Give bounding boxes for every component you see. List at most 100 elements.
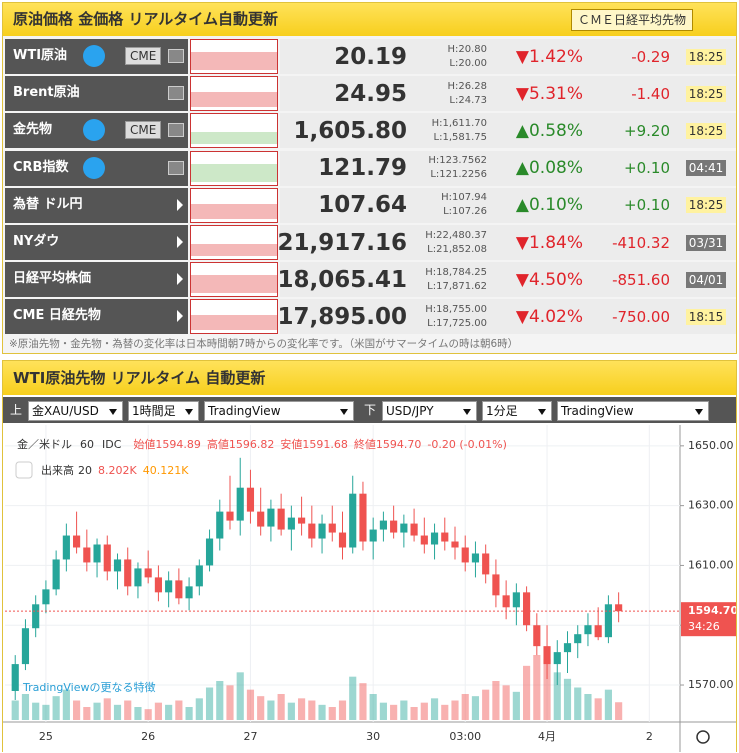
chart-bg [3, 425, 736, 752]
candle-body [124, 559, 132, 587]
volume-bar [124, 700, 132, 720]
dropdown-arrow [463, 409, 471, 415]
low: L:121.2256 [430, 169, 487, 181]
promo-link[interactable]: TradingViewの更なる特徴 [22, 680, 155, 694]
volume-bar [349, 676, 357, 720]
volume-bar [257, 696, 265, 720]
volume-bar [103, 698, 111, 720]
price-cell: 18,065.41 [278, 262, 413, 298]
candle-body [287, 517, 295, 530]
candle-chart: 1570.001590.001610.001630.001650.0025262… [3, 425, 736, 752]
twitter-icon[interactable] [83, 45, 105, 67]
y-tick-label: 1610.00 [688, 558, 734, 571]
candle-body [246, 487, 255, 512]
volume-bar [533, 655, 541, 720]
hl-cell: H:20.80 L:20.00 [413, 39, 491, 74]
twitter-icon[interactable] [83, 119, 105, 142]
candle-body [298, 517, 306, 524]
volume-bar [175, 700, 183, 720]
change: -1.40 [631, 84, 670, 103]
toolbar-select[interactable]: TradingView [557, 401, 709, 421]
candle-body [338, 532, 347, 548]
volume-bar [236, 672, 244, 720]
change-pct: ▲0.08% [515, 158, 583, 179]
chart-icon[interactable] [168, 160, 184, 175]
row-name: 日経平均株価 [5, 262, 188, 298]
dropdown-arrow [538, 409, 546, 415]
x-tick-label: 25 [39, 730, 53, 743]
change: +0.10 [624, 159, 670, 178]
time: 18:25 [685, 197, 727, 214]
volume-bar [308, 700, 316, 720]
volume-period: 20 [78, 464, 92, 477]
chart-icon[interactable] [168, 86, 184, 101]
toolbar-text: 上 [9, 403, 22, 417]
legend: 金／米ドル 60 IDC 始値1594.89 高値1596.82 安値1591.68 終値1… [17, 437, 507, 451]
time: 18:15 [685, 308, 727, 325]
candle-body [318, 523, 326, 539]
arrow-icon[interactable] [177, 236, 183, 248]
arrow-icon[interactable] [177, 273, 183, 286]
countdown: 34:26 [688, 620, 720, 633]
time: 04/01 [685, 271, 727, 288]
candle-body [512, 592, 520, 608]
change-cell: +0.10 [589, 150, 676, 186]
note: ※原油先物・金先物・為替の変化率は日本時間朝7時からの変化率です。（米国がサマー… [9, 338, 519, 350]
toolbar-select[interactable]: TradingView [204, 401, 354, 421]
candle-body [461, 547, 469, 563]
high: H:18,784.25 [425, 266, 487, 278]
candle-body [93, 544, 101, 563]
toolbar-text: 1分足 [486, 404, 518, 418]
pct-cell: ▲0.08% [491, 150, 589, 186]
high: H:20.80 [447, 43, 487, 55]
row-name: 金先物 CME [5, 113, 188, 149]
change-cell: +0.10 [589, 187, 676, 223]
toolbar-select[interactable]: USD/JPY [382, 401, 477, 421]
candle-body [615, 604, 623, 612]
collapse-button[interactable] [15, 461, 33, 479]
toolbar-select[interactable]: 1時間足 [128, 401, 199, 421]
toolbar-select[interactable]: 金XAU/USD [28, 401, 123, 421]
candle-body [430, 532, 439, 545]
x-tick-label: 2 [646, 730, 653, 743]
volume-bar [21, 694, 30, 720]
hl-cell: H:18,755.00 L:17,725.00 [413, 299, 491, 335]
last-price-box [681, 602, 736, 637]
candle-body [308, 523, 316, 539]
candle-body [471, 553, 480, 563]
name-text: CRB指数 [13, 159, 69, 175]
low: L:107.26 [443, 206, 487, 218]
change-pct: ▼4.50% [515, 269, 583, 290]
candle-body [553, 652, 561, 665]
volume-bar [390, 704, 398, 720]
y-tick-label: 1630.00 [688, 499, 734, 512]
volume-bar [195, 698, 203, 720]
toolbar-select[interactable]: 1分足 [482, 401, 552, 421]
arrow-icon[interactable] [177, 198, 183, 211]
volume-bar [400, 700, 408, 720]
change: -410.32 [612, 233, 670, 252]
volume-bar [277, 694, 285, 720]
legend-ohlc: 高値1596.82 [207, 437, 275, 451]
pct-cell: ▼5.31% [491, 76, 589, 112]
candle-body [410, 523, 418, 536]
y-tick-label: 1570.00 [688, 678, 734, 691]
price: 17,895.00 [277, 303, 408, 330]
row-name: WTI原油 CME [5, 39, 188, 74]
settings-icon[interactable] [696, 730, 710, 744]
legend-change: -0.20 (-0.01%) [427, 438, 506, 451]
candle-body [574, 634, 582, 644]
volume-bar [216, 681, 224, 720]
high: H:22,480.37 [425, 229, 487, 241]
candle-body [441, 532, 449, 542]
time: 04:41 [685, 160, 727, 177]
x-tick-label: 03:00 [449, 730, 481, 743]
chart-icon[interactable] [168, 49, 184, 63]
nikkei-button[interactable]: ＣＭＥ日経平均先物 [571, 9, 694, 31]
sparkline [190, 187, 278, 223]
arrow-icon[interactable] [177, 310, 183, 323]
twitter-icon[interactable] [83, 156, 105, 179]
chart-icon[interactable] [168, 123, 184, 138]
name-text: CME 日経先物 [13, 308, 101, 324]
